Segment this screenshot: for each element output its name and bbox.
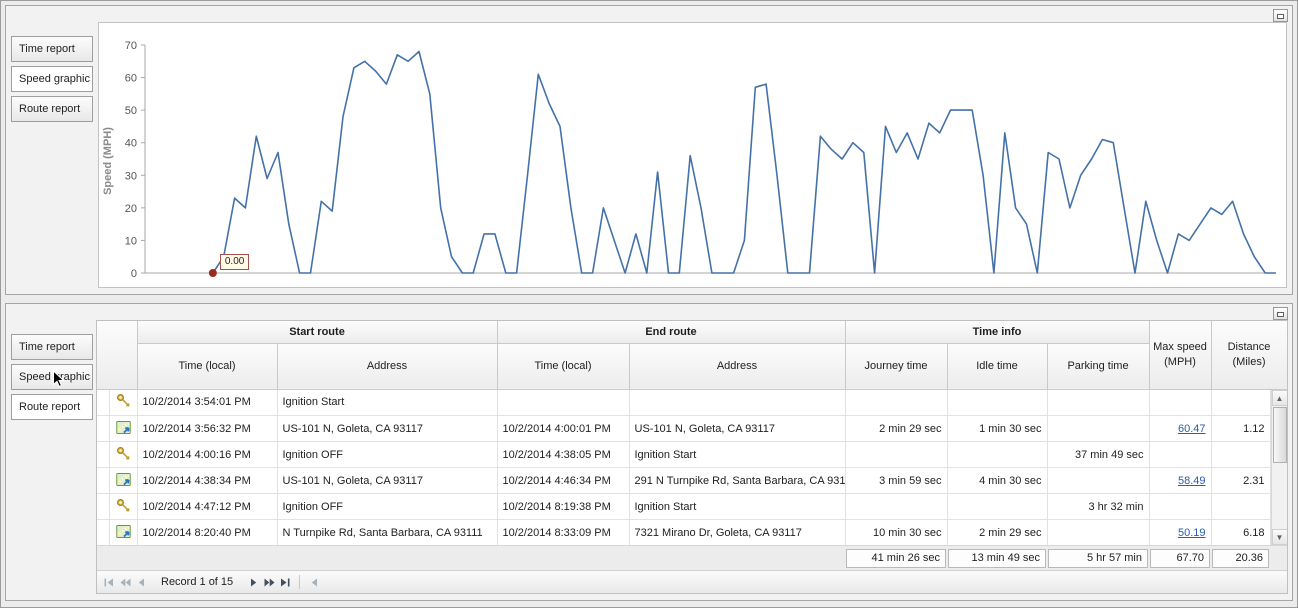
next-page-button[interactable] <box>261 574 277 590</box>
bottom-panel-header <box>6 304 1292 320</box>
collapse-bottom-panel-button[interactable] <box>1273 307 1288 320</box>
route-report-panel: Time report Speed graphic Route report <box>5 303 1293 601</box>
route-map-icon <box>115 472 131 486</box>
y-tick-label: 0 <box>131 268 137 280</box>
column-header-start-time[interactable]: Time (local) <box>137 343 278 390</box>
pager-separator <box>299 575 301 590</box>
summary-parking-time: 5 hr 57 min <box>1048 549 1148 569</box>
top-sidebar: Time report Speed graphic Route report <box>6 22 96 294</box>
max-speed-link[interactable]: 58.49 <box>1177 474 1206 487</box>
record-pager: Record 1 of 15 <box>97 571 1287 593</box>
last-record-button[interactable] <box>277 574 293 590</box>
table-row[interactable]: 10/2/2014 4:00:16 PM Ignition OFF 10/2/201… <box>97 441 1271 468</box>
route-grid-body-rows: 10/2/2014 3:54:01 PM Ignition Start 10/2/2… <box>97 389 1271 546</box>
table-row[interactable]: 10/2/2014 3:56:32 PM US-101 N, Goleta, CA… <box>97 415 1271 442</box>
max-speed-link[interactable]: 50.19 <box>1177 526 1206 539</box>
column-header-parking-time[interactable]: Parking time <box>1047 343 1150 390</box>
scroll-up-icon[interactable]: ▲ <box>1271 389 1287 406</box>
tab-route-report[interactable]: Route report <box>11 96 93 122</box>
chart-tooltip: 0.00 <box>219 254 250 270</box>
ignition-key-icon <box>116 446 129 459</box>
scrollbar-thumb[interactable] <box>1272 406 1287 463</box>
summary-journey-time: 41 min 26 sec <box>846 549 946 569</box>
route-grid-rows-table: 10/2/2014 3:54:01 PM Ignition Start 10/2/2… <box>97 389 1271 546</box>
route-map-icon <box>115 524 131 538</box>
header-corner <box>97 321 138 390</box>
table-row[interactable]: 10/2/2014 8:20:40 PM N Turnpike Rd, Santa… <box>97 519 1271 546</box>
route-grid-body: 10/2/2014 3:54:01 PM Ignition Start 10/2/2… <box>97 389 1287 547</box>
ignition-key-icon <box>116 498 129 511</box>
record-count-label: Record 1 of 15 <box>161 576 234 589</box>
collapse-top-panel-button[interactable] <box>1273 9 1288 22</box>
table-row[interactable]: 10/2/2014 4:38:34 PM US-101 N, Goleta, CA… <box>97 467 1271 494</box>
y-tick-label: 60 <box>125 73 137 85</box>
first-record-button[interactable] <box>101 574 117 590</box>
table-row[interactable]: 10/2/2014 4:47:12 PM Ignition OFF 10/2/201… <box>97 493 1271 520</box>
summary-max-speed: 67.70 <box>1150 549 1210 569</box>
prev-page-button[interactable] <box>117 574 133 590</box>
next-record-button[interactable] <box>245 574 261 590</box>
column-header-max-speed[interactable]: Max speed (MPH) <box>1149 321 1212 390</box>
ignition-key-icon <box>116 394 129 407</box>
prev-record-button[interactable] <box>133 574 149 590</box>
y-tick-label: 10 <box>125 235 137 247</box>
column-header-idle-time[interactable]: Idle time <box>947 343 1048 390</box>
group-header-time-info: Time info <box>845 321 1150 344</box>
y-tick-label: 20 <box>125 203 137 215</box>
group-header-start-route: Start route <box>137 321 498 344</box>
speed-graphic-panel: Time report Speed graphic Route report 0… <box>5 5 1293 295</box>
tab-route-report[interactable]: Route report <box>11 394 93 420</box>
scroll-down-icon[interactable]: ▼ <box>1271 529 1287 546</box>
y-tick-label: 50 <box>125 105 137 117</box>
vertical-scrollbar[interactable]: ▲ ▼ <box>1270 389 1287 546</box>
column-header-distance[interactable]: Distance (Miles) <box>1211 321 1287 390</box>
table-row[interactable]: 10/2/2014 3:54:01 PM Ignition Start <box>97 389 1271 416</box>
hscroll-left-icon[interactable] <box>306 574 322 590</box>
route-grid: Start route End route Time info Max spee… <box>96 320 1288 594</box>
y-tick-label: 70 <box>125 40 137 52</box>
route-map-icon <box>115 420 131 434</box>
start-marker <box>208 269 217 277</box>
summary-distance: 20.36 <box>1212 549 1269 569</box>
column-header-end-address[interactable]: Address <box>629 343 846 390</box>
tab-speed-graphic[interactable]: Speed graphic <box>11 66 93 92</box>
y-tick-label: 40 <box>125 138 137 150</box>
tab-time-report[interactable]: Time report <box>11 36 93 62</box>
top-panel-header <box>6 6 1292 22</box>
speed-chart: 0 10 20 30 40 50 60 70 Speed (MPH) 0.00 <box>98 22 1287 288</box>
group-header-end-route: End route <box>497 321 846 344</box>
speed-chart-svg: 0 10 20 30 40 50 60 70 <box>125 40 1276 280</box>
y-axis-label: Speed (MPH) <box>102 127 114 195</box>
max-speed-link[interactable]: 60.47 <box>1177 422 1206 435</box>
route-grid-header: Start route End route Time info Max spee… <box>97 321 1287 390</box>
speed-line <box>212 50 1276 274</box>
tab-time-report[interactable]: Time report <box>11 334 93 360</box>
column-header-start-address[interactable]: Address <box>277 343 498 390</box>
y-tick-label: 30 <box>125 170 137 182</box>
summary-idle-time: 13 min 49 sec <box>948 549 1046 569</box>
collapse-icon <box>1277 14 1284 19</box>
tab-speed-graphic[interactable]: Speed graphic <box>11 364 93 390</box>
column-header-end-time[interactable]: Time (local) <box>497 343 630 390</box>
chart-axes <box>144 45 1276 274</box>
collapse-icon <box>1277 312 1284 317</box>
bottom-sidebar: Time report Speed graphic Route report <box>6 320 96 600</box>
summary-row: 41 min 26 sec 13 min 49 sec 5 hr 57 min … <box>97 546 1287 572</box>
column-header-journey-time[interactable]: Journey time <box>845 343 948 390</box>
